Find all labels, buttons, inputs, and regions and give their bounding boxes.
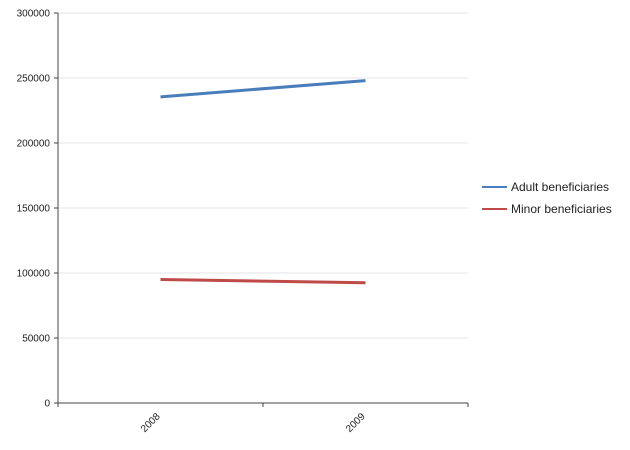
legend-label: Adult beneficiaries [511,180,609,194]
axes: 0 50000 100000 150000 200000 250000 300000 2008… [17,9,469,435]
gridlines [58,12,468,339]
y-tick-label: 50000 [22,334,50,345]
series-lines [160,79,366,285]
series-line-1 [160,278,366,285]
y-tick-label: 300000 [17,9,51,20]
x-tick-label: 2009 [344,411,368,435]
y-tick-label: 0 [44,399,50,410]
y-tick-label: 250000 [17,74,51,85]
legend: Adult beneficiaries Minor beneficiaries [482,180,612,216]
legend-label: Minor beneficiaries [511,202,612,216]
y-tick-label: 100000 [17,269,51,280]
series-line-0 [160,79,366,99]
x-tick-label: 2008 [139,411,163,435]
y-tick-label: 200000 [17,139,51,150]
y-tick-label: 150000 [17,204,51,215]
